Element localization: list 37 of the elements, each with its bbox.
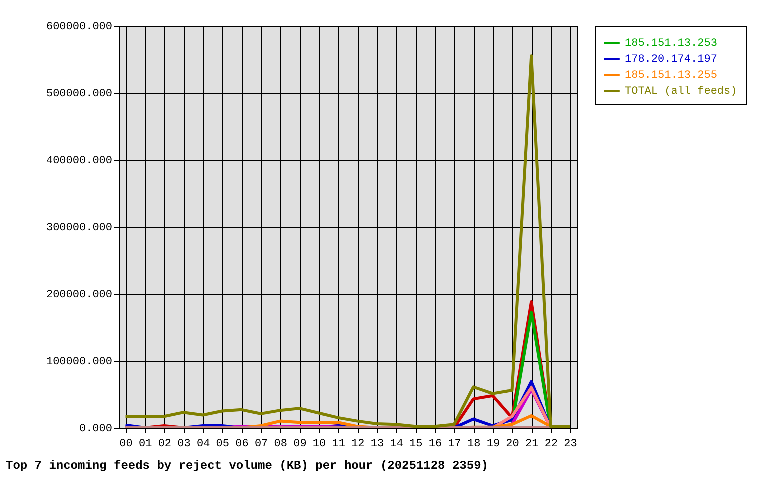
x-tick-label: 19 — [486, 438, 500, 450]
x-tick-label: 10 — [312, 438, 326, 450]
line-series — [124, 54, 572, 428]
x-tick-label: 04 — [196, 438, 211, 450]
x-tick-label: 01 — [138, 438, 153, 450]
x-tick-label: 06 — [236, 438, 249, 450]
x-tick-label: 05 — [216, 438, 230, 450]
y-tick-label: 600000.000 — [46, 22, 112, 34]
x-tick-label: 21 — [525, 438, 540, 450]
x-tick-label: 14 — [390, 438, 404, 450]
y-tick-label: 300000.000 — [46, 222, 112, 234]
x-tick-label: 17 — [448, 438, 462, 450]
x-tick-label: 02 — [158, 438, 172, 450]
x-tick-label: 20 — [506, 438, 520, 450]
text: Top 7 incoming feeds by reject volume (KB) per hour (20251128 2359) — [6, 459, 488, 473]
legend-label: 185.151.13.255 — [625, 70, 718, 82]
x-tick-label: 03 — [178, 438, 191, 450]
x-tick-label: 18 — [468, 438, 481, 450]
y-tick-label: 100000.000 — [46, 356, 112, 368]
x-tick-label: 23 — [564, 438, 578, 450]
x-tick-label: 22 — [544, 438, 558, 450]
x-tick-label: 16 — [428, 438, 442, 450]
x-tick-label: 13 — [370, 438, 384, 450]
x-tick-label: 07 — [254, 438, 268, 450]
x-tick-label: 11 — [332, 438, 346, 450]
y-tick-label: 200000.000 — [46, 290, 112, 302]
legend-label: 185.151.13.253 — [625, 38, 718, 50]
x-tick-label: 00 — [120, 438, 133, 450]
x-tick-label: 15 — [410, 438, 423, 450]
x-tick-label: 08 — [274, 438, 288, 450]
x-tick-label: 12 — [352, 438, 365, 450]
y-tick-label: 0.000 — [79, 424, 112, 436]
legend-label: TOTAL (all feeds) — [625, 86, 738, 98]
y-tick-label: 400000.000 — [46, 156, 112, 168]
legend-label: 178.20.174.197 — [625, 54, 718, 66]
y-tick-label: 500000.000 — [46, 88, 112, 100]
x-tick-label: 09 — [294, 438, 307, 450]
